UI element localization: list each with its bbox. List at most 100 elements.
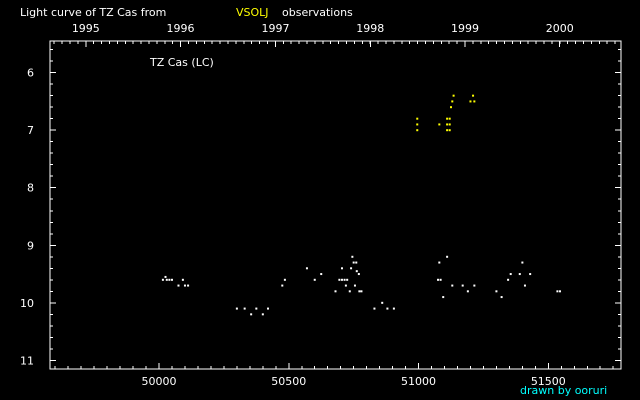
data-point xyxy=(472,94,475,97)
data-point xyxy=(495,290,498,293)
data-point xyxy=(255,307,258,310)
data-point xyxy=(416,129,419,132)
data-point xyxy=(305,267,308,270)
axis-ticks xyxy=(50,41,621,369)
data-point xyxy=(267,307,270,310)
x-tick-label: 50500 xyxy=(271,375,306,388)
data-point xyxy=(446,123,449,126)
data-point xyxy=(340,267,343,270)
data-point xyxy=(343,278,346,281)
data-point xyxy=(381,301,384,304)
data-point xyxy=(523,284,526,287)
data-point xyxy=(446,129,449,132)
data-point xyxy=(518,273,521,276)
data-point xyxy=(556,290,559,293)
data-point xyxy=(448,117,451,120)
data-point xyxy=(448,123,451,126)
year-tick-label: 2000 xyxy=(546,22,574,35)
data-point xyxy=(416,117,419,120)
data-point xyxy=(352,261,355,264)
data-point xyxy=(348,290,351,293)
data-point xyxy=(161,278,164,281)
data-point xyxy=(466,290,469,293)
data-point xyxy=(559,290,562,293)
data-point xyxy=(353,284,356,287)
data-point xyxy=(243,307,246,310)
data-point xyxy=(235,307,238,310)
data-points xyxy=(161,94,562,316)
data-point xyxy=(451,100,454,103)
plot-frame xyxy=(49,40,622,370)
data-point xyxy=(437,278,440,281)
data-point xyxy=(446,117,449,120)
year-tick-label: 1995 xyxy=(72,22,100,35)
data-point xyxy=(438,261,441,264)
data-point xyxy=(473,100,476,103)
data-point xyxy=(438,123,441,126)
data-point xyxy=(509,273,512,276)
data-point xyxy=(452,94,455,97)
y-tick-label: 6 xyxy=(27,67,34,80)
data-point xyxy=(283,278,286,281)
data-point xyxy=(358,290,361,293)
chart-title-suffix: observations xyxy=(282,6,353,19)
data-point xyxy=(373,307,376,310)
year-tick-label: 1996 xyxy=(167,22,195,35)
y-tick-label: 11 xyxy=(20,354,34,367)
data-point xyxy=(439,278,442,281)
data-point xyxy=(392,307,395,310)
data-point xyxy=(500,296,503,299)
data-point xyxy=(473,284,476,287)
data-point xyxy=(183,284,186,287)
data-point xyxy=(416,123,419,126)
data-point xyxy=(446,255,449,258)
data-point xyxy=(168,278,171,281)
x-tick-label: 50000 xyxy=(142,375,177,388)
year-tick-label: 1999 xyxy=(451,22,479,35)
axis-labels: 50000 50500 51000 51500 1995 1996 1997 1998 1999… xyxy=(20,22,574,388)
data-point xyxy=(344,284,347,287)
y-tick-label: 7 xyxy=(27,124,34,137)
y-tick-label: 8 xyxy=(27,182,34,195)
data-point xyxy=(340,278,343,281)
data-point xyxy=(181,278,184,281)
data-point xyxy=(164,275,167,278)
data-point xyxy=(313,278,316,281)
data-point xyxy=(461,284,464,287)
panel-label: TZ Cas (LC) xyxy=(149,56,214,69)
data-point xyxy=(449,106,452,109)
data-point xyxy=(507,278,510,281)
data-point xyxy=(320,273,323,276)
data-point xyxy=(170,278,173,281)
data-point xyxy=(346,278,349,281)
y-tick-label: 9 xyxy=(27,239,34,252)
data-point xyxy=(521,261,524,264)
year-tick-label: 1997 xyxy=(262,22,290,35)
data-point xyxy=(338,278,341,281)
data-point xyxy=(357,273,360,276)
data-point xyxy=(469,100,472,103)
data-point xyxy=(350,267,353,270)
data-point xyxy=(529,273,532,276)
data-point xyxy=(442,296,445,299)
year-tick-label: 1998 xyxy=(356,22,384,35)
data-point xyxy=(261,313,264,316)
x-tick-label: 51000 xyxy=(401,375,436,388)
data-point xyxy=(165,278,168,281)
credit-text: drawn by ooruri xyxy=(520,384,607,397)
data-point xyxy=(187,284,190,287)
data-point xyxy=(334,290,337,293)
data-point xyxy=(351,255,354,258)
chart-title-prefix: Light curve of TZ Cas from xyxy=(20,6,166,19)
y-tick-label: 10 xyxy=(20,297,34,310)
data-point xyxy=(281,284,284,287)
data-point xyxy=(386,307,389,310)
x-tick-label: 51500 xyxy=(531,375,566,388)
chart-title-source: VSOLJ xyxy=(236,6,269,19)
data-point xyxy=(355,261,358,264)
data-point xyxy=(360,290,363,293)
data-point xyxy=(177,284,180,287)
data-point xyxy=(451,284,454,287)
data-point xyxy=(355,270,358,273)
